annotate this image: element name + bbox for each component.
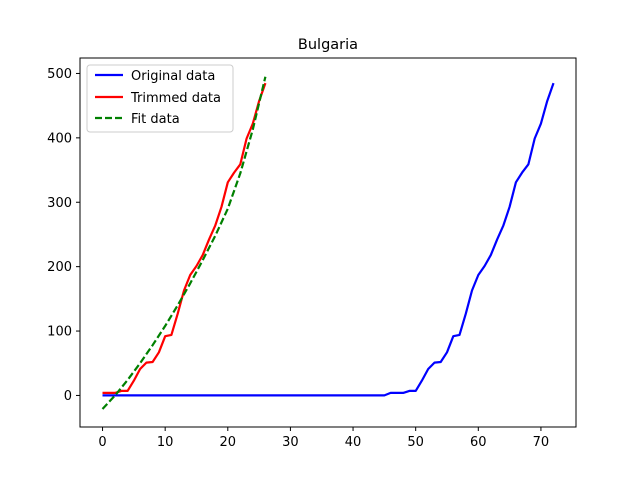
plot-frame xyxy=(79,57,577,428)
y-axis: 0 100 200 300 400 500 xyxy=(47,67,80,404)
series-line-trimmed-data xyxy=(102,82,267,394)
x-tick-label: 40 xyxy=(345,435,362,450)
legend-box xyxy=(86,64,234,133)
legend-label-original: Original data xyxy=(131,69,215,84)
x-tick-label: 20 xyxy=(220,435,237,450)
chart-title: Bulgaria xyxy=(298,37,358,53)
x-tick-label: 60 xyxy=(470,435,487,450)
y-tick-label: 200 xyxy=(47,260,72,275)
x-axis: 0 10 20 30 40 50 60 70 xyxy=(98,427,549,450)
x-tick-label: 30 xyxy=(282,435,299,450)
y-tick-label: 100 xyxy=(47,325,72,340)
y-tick-label: 400 xyxy=(47,131,72,146)
x-tick-label: 10 xyxy=(157,435,174,450)
x-tick-label: 70 xyxy=(533,435,550,450)
x-tick-label: 0 xyxy=(98,435,106,450)
series-line-original-data xyxy=(102,82,555,397)
x-tick-label: 50 xyxy=(407,435,424,450)
series-lines xyxy=(101,76,555,410)
y-tick-label: 0 xyxy=(64,389,72,404)
y-tick-label: 300 xyxy=(47,196,72,211)
legend-label-fit: Fit data xyxy=(131,112,180,127)
legend-label-trimmed: Trimmed data xyxy=(130,91,221,106)
series-line-fit-data xyxy=(101,76,267,410)
legend: Original data Trimmed data Fit data xyxy=(86,64,234,133)
y-tick-label: 500 xyxy=(47,67,72,82)
